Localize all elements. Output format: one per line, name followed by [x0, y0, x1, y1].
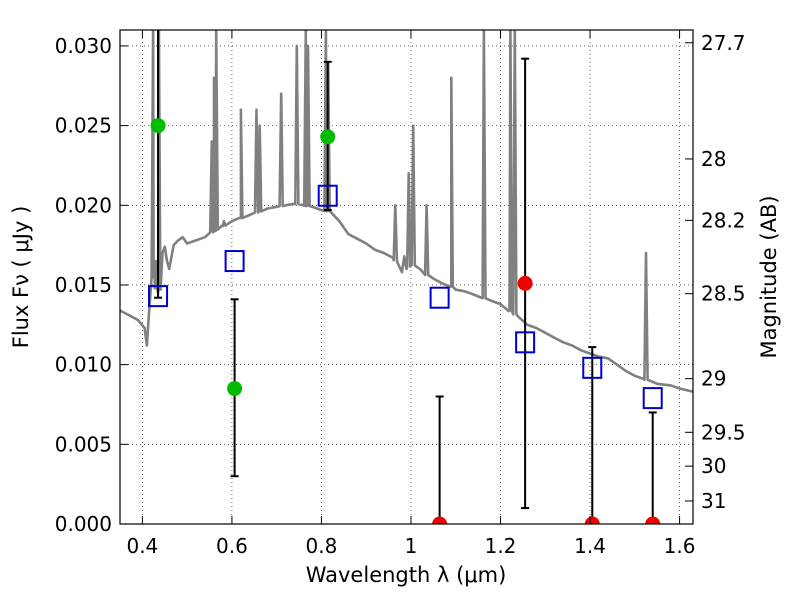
right-tick-label: 31 — [701, 489, 726, 513]
flux-point-red — [584, 516, 600, 524]
model-photometry-square — [515, 331, 536, 354]
flux-point-green — [150, 118, 166, 134]
model-photometry-square — [582, 356, 603, 379]
model-photometry-square — [148, 285, 169, 308]
model-photometry-square — [224, 250, 245, 273]
right-tick-label: 29.5 — [701, 420, 746, 444]
plot-markers — [148, 118, 663, 410]
flux-point-green — [320, 129, 336, 145]
x-tick-label: 0.8 — [306, 534, 338, 558]
y-tick-label: 0.030 — [55, 34, 112, 58]
flux-point-red — [432, 516, 448, 524]
y-tick-label: 0.020 — [55, 193, 112, 217]
x-tick-label: 1.2 — [485, 534, 517, 558]
x-tick-label: 1.4 — [574, 534, 606, 558]
y-axis-title: Flux Fν ( μJy ) — [9, 206, 33, 349]
flux-point-green — [227, 381, 243, 397]
right-tick-label: 28 — [701, 147, 726, 171]
model-spectrum-line — [120, 30, 693, 393]
plot-frame — [119, 29, 694, 525]
right-tick-label: 29 — [701, 367, 726, 391]
x-tick-label: 1.6 — [664, 534, 696, 558]
right-tick-label: 27.7 — [701, 31, 746, 55]
grid — [120, 30, 693, 525]
y-tick-label: 0.010 — [55, 353, 112, 377]
right-tick-label: 30 — [701, 454, 726, 478]
model-photometry-square — [429, 286, 450, 309]
x-tick-label: 0.4 — [126, 534, 158, 558]
model-photometry-square — [317, 184, 338, 207]
plot-data — [120, 30, 693, 524]
x-tick-label: 1 — [405, 534, 418, 558]
y-tick-label: 0.025 — [55, 114, 112, 138]
y-tick-label: 0.005 — [55, 432, 112, 456]
flux-point-red — [645, 516, 661, 524]
x-axis-title: Wavelength λ (μm) — [306, 563, 507, 587]
right-axis-title: Magnitude (AB) — [757, 195, 781, 358]
y-tick-label: 0.000 — [55, 512, 112, 536]
right-tick-label: 28.5 — [701, 282, 746, 306]
model-photometry-square — [642, 387, 663, 410]
right-tick-label: 28.2 — [701, 208, 746, 232]
flux-point-red — [517, 275, 533, 291]
x-tick-label: 0.6 — [216, 534, 248, 558]
axes: 0.4 0.6 0.8 1 1.2 1.4 1.6 0.000 0.005 0.010 0.015 0… — [55, 30, 746, 558]
y-tick-label: 0.015 — [55, 273, 112, 297]
